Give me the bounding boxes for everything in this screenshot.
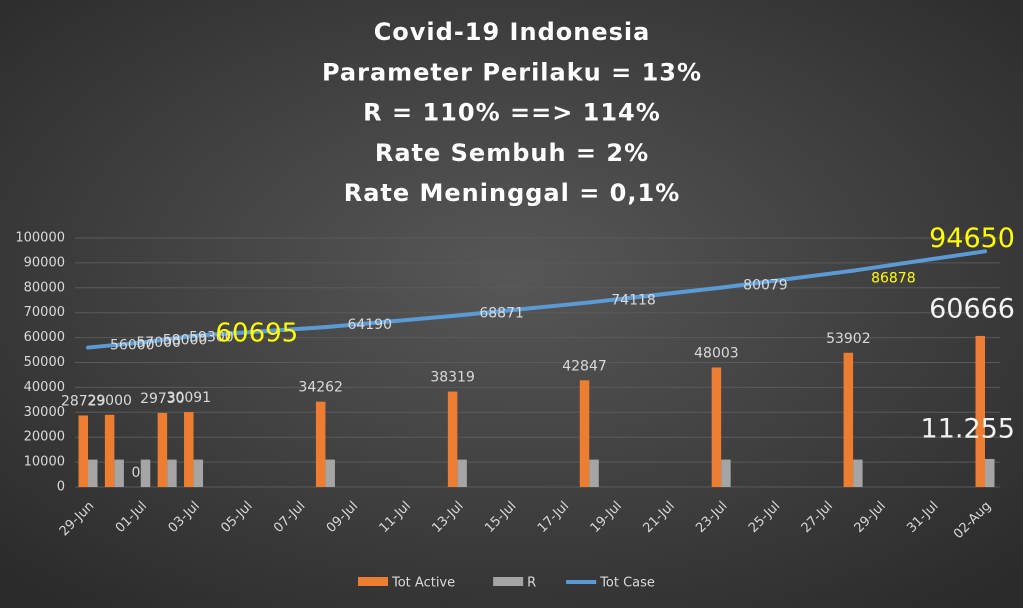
chart-title: R = 110% ==> 114% [363,99,661,127]
bar [589,459,599,487]
y-tick-label: 100000 [15,231,65,246]
bar [843,352,854,487]
bar [104,414,115,487]
line-segment [719,268,856,290]
data-label: 59300 [189,329,234,345]
y-tick-label: 40000 [24,380,65,395]
line-segment [138,337,170,345]
data-label: 68871 [479,306,524,322]
data-label: 86878 [871,271,916,287]
line-segment [86,343,117,350]
bar [457,459,467,487]
data-label: 28729 [61,393,106,409]
legend-label: R [527,576,536,591]
data-label: 64190 [347,317,392,333]
y-tick-label: 70000 [24,305,65,320]
bar [721,459,731,487]
line-segment [112,340,143,348]
data-label: 42847 [562,358,607,374]
bar [325,459,335,487]
bar [78,415,88,487]
data-label: 48003 [694,345,739,361]
bar [985,458,995,487]
bar [184,412,194,487]
bar [315,401,326,487]
legend-swatch [358,577,388,586]
line-segment [587,285,724,305]
data-label: 29730 [140,391,185,407]
data-label: 30091 [167,390,212,406]
legend-label: Tot Active [391,576,455,591]
bar [167,459,177,487]
line-segment [323,313,460,330]
chart-title: Covid-19 Indonesia [374,18,651,46]
bar [975,335,985,487]
legend: Tot Active R Tot Case [358,576,655,591]
chart-title: Parameter Perilaku = 13% [322,58,702,86]
line-segment [455,300,592,318]
data-label: 80079 [743,278,788,294]
data-label: 60666 [929,294,1015,325]
data-label: 34262 [298,380,343,396]
data-label: 38319 [430,370,475,386]
y-tick-label: 50000 [24,355,65,370]
data-label: 0 [132,465,141,481]
line-segment [191,325,328,338]
bar [88,459,98,487]
data-label: 94650 [929,223,1015,254]
data-label: 56000 [110,338,155,354]
bar [853,459,863,487]
bar [114,459,124,487]
y-tick-label: 30000 [24,405,65,420]
chart-title: Rate Sembuh = 2% [375,139,649,167]
y-tick-label: 80000 [24,280,65,295]
legend-swatch [493,577,524,586]
line-segment [851,249,987,273]
data-label: 29000 [87,393,132,409]
data-label: 53902 [826,331,871,347]
bar [447,391,458,487]
y-tick-label: 20000 [24,430,65,445]
chart-title: Rate Meninggal = 0,1% [344,179,681,207]
bar [157,412,168,487]
y-tick-label: 0 [57,480,65,495]
y-tick-label: 10000 [24,455,65,470]
data-label: 11.255 [921,414,1015,445]
data-label: 58000 [163,333,208,349]
bar [711,367,722,487]
bar [193,459,204,487]
bar [140,459,151,487]
legend-label: Tot Case [599,576,655,591]
data-label: 74118 [611,292,656,308]
bar [579,380,590,487]
data-label: 57000 [136,335,181,351]
y-tick-label: 90000 [24,255,65,270]
y-tick-label: 60000 [24,330,65,345]
line-segment [165,333,196,342]
data-label: 60695 [216,318,299,348]
